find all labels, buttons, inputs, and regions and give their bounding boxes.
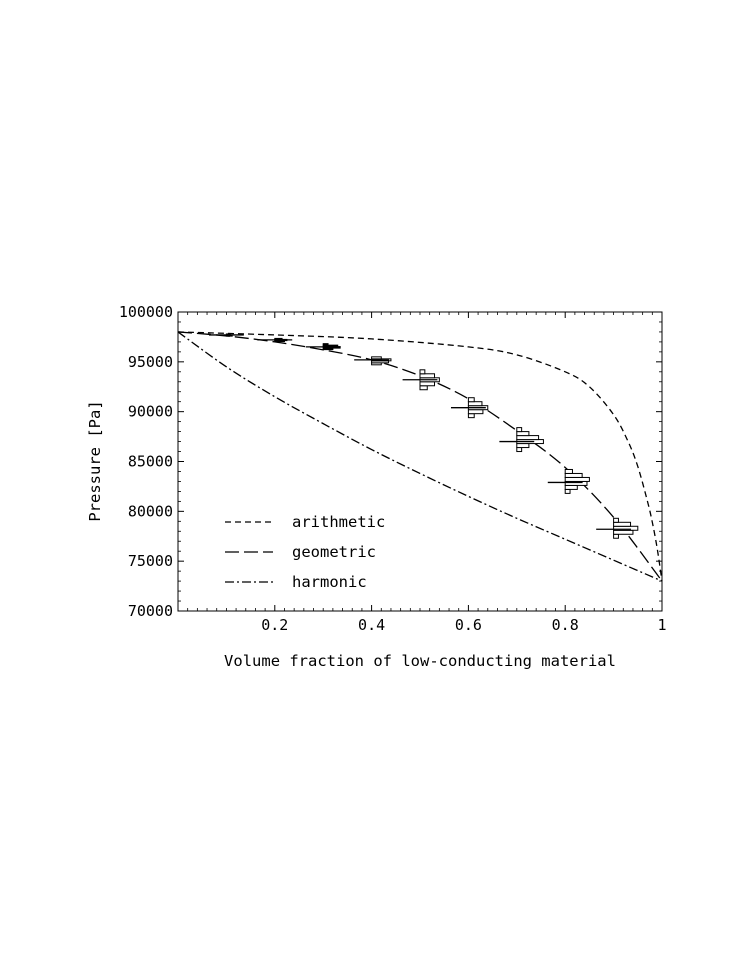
histogram-bar — [467, 397, 475, 403]
histogram-5 — [402, 369, 440, 391]
histogram-bar — [516, 443, 530, 449]
histogram-bar — [467, 401, 483, 407]
histogram-bar — [467, 409, 484, 415]
y-tick-label: 85000 — [128, 453, 173, 471]
y-tick-label: 75000 — [128, 552, 173, 570]
histogram-bar — [516, 431, 530, 437]
histogram-bar — [613, 529, 634, 535]
histogram-bar — [564, 476, 590, 482]
legend: arithmetic geometric harmonic — [225, 513, 385, 591]
histogram-bar — [419, 385, 428, 391]
histogram-6 — [450, 397, 489, 419]
arithmetic-curve — [177, 331, 663, 582]
histogram-2 — [257, 337, 293, 343]
histogram-bar — [371, 356, 382, 360]
histogram-8 — [547, 468, 590, 494]
histogram-9 — [596, 517, 639, 539]
y-axis: 70000 75000 80000 85000 90000 95000 100000 — [119, 303, 662, 620]
histogram-bar — [516, 427, 523, 433]
x-tick-label: 1 — [657, 616, 666, 634]
x-axis: 0.2 0.4 0.6 0.8 1 — [187, 312, 667, 634]
histogram-layer — [208, 333, 639, 539]
histogram-bar — [467, 413, 475, 419]
x-axis-title: Volume fraction of low-conducting materi… — [224, 652, 616, 670]
histogram-bar — [419, 373, 436, 379]
x-tick-label: 0.2 — [261, 616, 288, 634]
y-axis-title: Pressure [Pa] — [86, 400, 104, 521]
histogram-bar — [613, 533, 619, 539]
y-tick-label: 70000 — [128, 602, 173, 620]
histogram-1 — [208, 333, 244, 337]
legend-label-geometric: geometric — [292, 543, 376, 561]
histogram-7 — [499, 427, 544, 453]
y-tick-label: 100000 — [119, 303, 173, 321]
x-tick-label: 0.6 — [455, 616, 482, 634]
x-tick-label: 0.4 — [358, 616, 385, 634]
histogram-bar — [564, 468, 573, 474]
histogram-bar — [613, 517, 619, 523]
histogram-bar — [516, 435, 540, 441]
legend-label-harmonic: harmonic — [292, 573, 367, 591]
y-tick-label: 90000 — [128, 403, 173, 421]
histogram-bar — [564, 488, 571, 494]
histogram-bar — [516, 447, 523, 453]
x-tick-label: 0.8 — [552, 616, 579, 634]
histogram-3 — [305, 343, 341, 351]
histogram-4 — [354, 356, 392, 366]
y-tick-label: 80000 — [128, 502, 173, 520]
harmonic-curve — [177, 331, 663, 582]
legend-label-arithmetic: arithmetic — [292, 513, 385, 531]
histogram-bar — [564, 472, 583, 478]
histogram-bar — [419, 369, 426, 375]
histogram-bar — [613, 521, 632, 527]
histogram-bar — [564, 484, 578, 490]
y-tick-label: 95000 — [128, 353, 173, 371]
histogram-bar — [419, 381, 436, 387]
histogram-bar — [322, 343, 329, 346]
